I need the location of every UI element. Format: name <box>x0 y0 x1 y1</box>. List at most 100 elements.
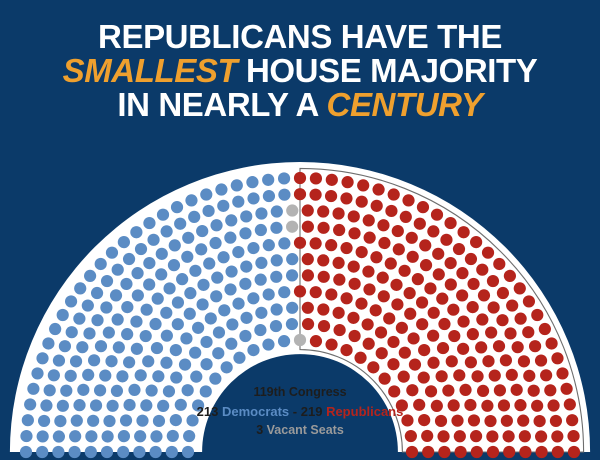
republican-boundary-path <box>299 167 585 453</box>
seat-dot-democrats <box>134 430 147 443</box>
seat-dot-republicans <box>405 445 419 459</box>
seat-dot-republicans <box>538 322 551 336</box>
seat-dot-democrats <box>150 341 164 355</box>
seat-dot-democrats <box>209 236 222 250</box>
seat-dot-republicans <box>369 304 382 317</box>
seat-dot-republicans <box>445 355 458 368</box>
seat-dot-republicans <box>301 317 315 331</box>
seat-dot-republicans <box>301 253 314 266</box>
seat-dot-republicans <box>531 399 544 412</box>
seat-dot-democrats <box>143 216 156 230</box>
seat-dot-democrats <box>166 429 179 443</box>
seat-dot-republicans <box>560 382 573 395</box>
seat-dot-republicans <box>436 292 449 305</box>
seat-dot-republicans <box>325 239 338 252</box>
seat-dot-republicans <box>415 296 429 309</box>
seat-dot-republicans <box>457 315 470 328</box>
seat-dot-democrats <box>254 223 267 237</box>
seat-dot-republicans <box>362 337 375 350</box>
seat-dot-republicans <box>549 414 563 428</box>
seat-dot-republicans <box>430 208 444 221</box>
seat-dot-republicans <box>419 239 432 252</box>
seat-dot-republicans <box>567 429 580 443</box>
seat-dot-republicans <box>456 267 469 280</box>
seat-dot-democrats <box>133 445 146 459</box>
seat-dot-republicans <box>533 415 546 428</box>
seat-dot-republicans <box>551 352 564 365</box>
seat-dot-democrats <box>178 358 192 371</box>
seat-dot-democrats <box>52 354 66 367</box>
seat-dot-republicans <box>421 429 434 443</box>
seat-dot-democrats <box>278 237 291 250</box>
seat-dot-democrats <box>65 326 78 339</box>
seat-dot-democrats <box>270 221 283 234</box>
seat-dot-democrats <box>233 351 246 364</box>
seat-dot-republicans <box>523 369 536 382</box>
seat-dot-republicans <box>348 227 361 240</box>
seat-dot-republicans <box>438 317 451 331</box>
seat-dot-democrats <box>168 239 181 252</box>
seat-dot-democrats <box>58 340 72 353</box>
seat-dot-democrats <box>100 301 113 314</box>
seat-dot-republicans <box>471 370 484 383</box>
seat-dot-democrats <box>73 399 86 412</box>
seat-dot-democrats <box>68 445 81 459</box>
seat-dot-republicans <box>453 369 466 382</box>
seat-dot-republicans <box>363 283 376 296</box>
seat-dot-republicans <box>325 338 338 351</box>
seat-dot-democrats <box>110 384 124 397</box>
seat-dot-republicans <box>417 371 430 384</box>
seat-dot-democrats <box>134 369 147 382</box>
seat-dot-democrats <box>87 414 100 427</box>
seat-dot-republicans <box>448 329 461 343</box>
seat-dot-democrats <box>81 299 94 312</box>
seat-dot-republicans <box>503 269 516 282</box>
seat-dot-democrats <box>93 384 107 397</box>
seat-dot-republicans <box>293 285 307 298</box>
seat-dot-republicans <box>459 383 472 396</box>
seat-dot-republicans <box>452 242 466 256</box>
seat-dot-republicans <box>406 250 419 263</box>
seat-dot-republicans <box>413 398 426 411</box>
seat-dot-republicans <box>470 445 483 459</box>
seat-dot-republicans <box>567 445 581 459</box>
seat-dot-republicans <box>566 414 579 427</box>
seat-dot-republicans <box>527 384 540 397</box>
seat-dot-republicans <box>486 274 500 288</box>
seat-dot-democrats <box>145 384 158 397</box>
seat-dot-democrats <box>160 329 173 342</box>
seat-dot-republicans <box>486 430 499 443</box>
seat-dot-democrats <box>232 245 245 259</box>
seat-dot-republicans <box>309 335 323 348</box>
seat-dot-democrats <box>105 246 119 259</box>
seat-dot-republicans <box>427 225 440 238</box>
seat-dot-republicans <box>385 204 398 218</box>
seat-dot-democrats <box>116 370 129 383</box>
seat-dot-democrats <box>285 317 299 331</box>
seat-dot-republicans <box>464 356 477 369</box>
seat-dot-democrats <box>225 265 238 278</box>
seat-dot-republicans <box>476 263 489 276</box>
seat-dot-republicans <box>488 369 501 382</box>
seat-dot-democrats <box>262 338 275 351</box>
seat-dot-republicans <box>424 385 438 398</box>
seat-dot-democrats <box>117 445 130 459</box>
seat-dot-republicans <box>361 318 374 331</box>
seat-dot-democrats <box>197 278 210 291</box>
seat-dot-democrats <box>94 340 108 353</box>
seat-dot-republicans <box>402 194 415 207</box>
seat-dot-republicans <box>481 399 494 412</box>
seat-dot-republicans <box>293 188 307 201</box>
seat-dot-republicans <box>496 314 509 327</box>
seat-dot-democrats <box>117 430 131 443</box>
seat-dot-democrats <box>247 292 260 305</box>
seat-dot-democrats <box>225 214 238 227</box>
seat-dot-democrats <box>54 415 67 428</box>
seat-dot-republicans <box>517 414 530 427</box>
seat-dot-democrats <box>128 383 141 396</box>
seat-dot-republicans <box>442 384 455 397</box>
seat-dot-democrats <box>56 399 69 412</box>
seat-dot-republicans <box>372 183 385 196</box>
seat-dot-democrats <box>42 337 55 350</box>
seat-dot-democrats <box>246 176 259 189</box>
